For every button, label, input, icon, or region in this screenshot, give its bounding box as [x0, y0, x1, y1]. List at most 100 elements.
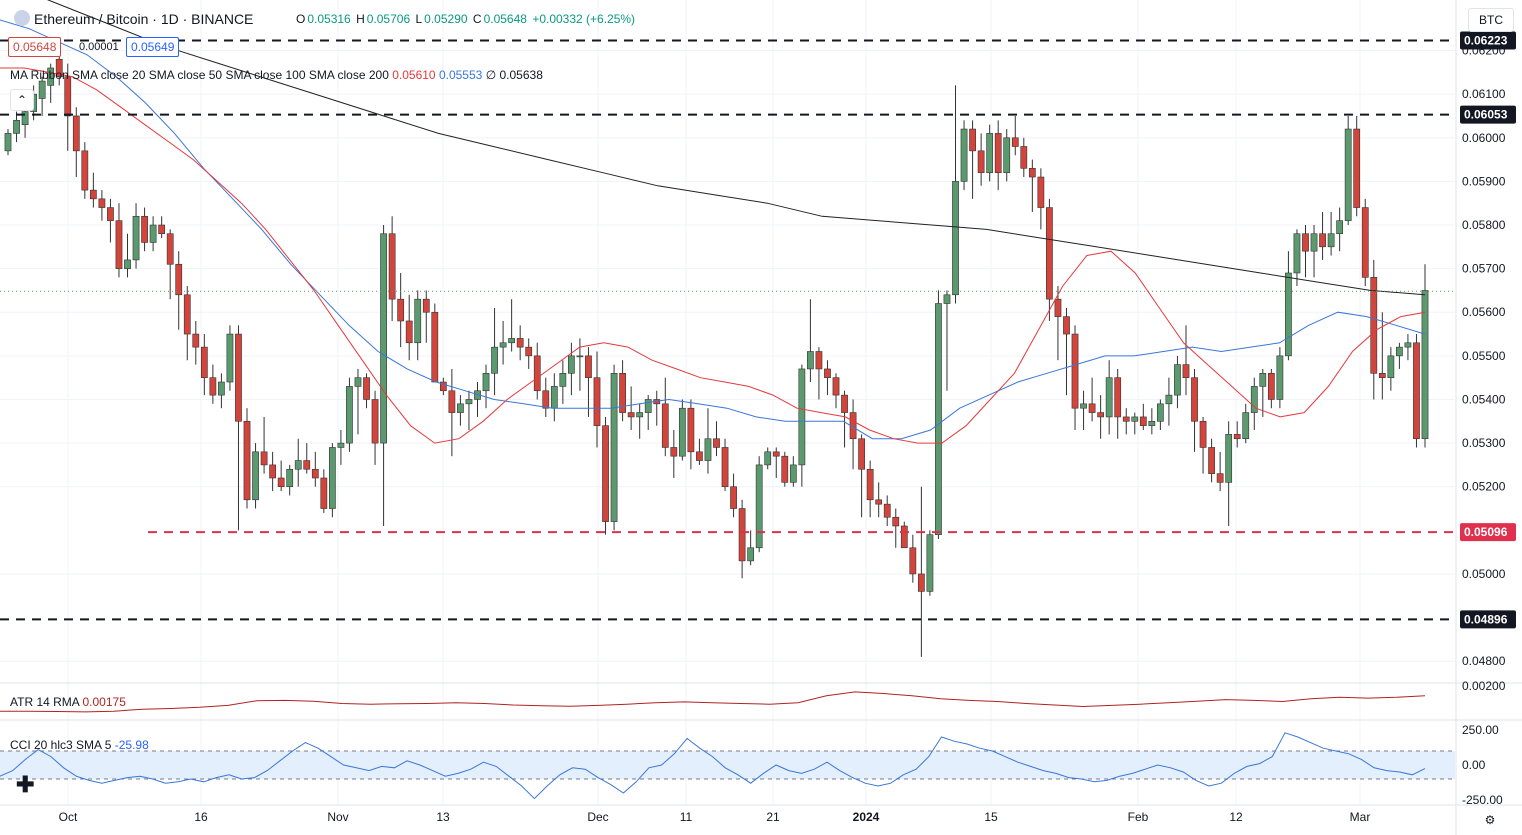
candle-down — [1353, 128, 1361, 208]
candle-down — [269, 464, 276, 479]
candle-up — [755, 464, 763, 549]
candle-down — [994, 133, 1002, 173]
price-tick-label: 0.04800 — [1462, 654, 1506, 668]
candle-down — [917, 573, 925, 592]
time-tick-label: 15 — [984, 810, 998, 824]
cci-legend[interactable]: CCI 20 hlc3 SMA 5 -25.98 — [10, 738, 149, 752]
candle-down — [235, 333, 242, 422]
candle-down — [422, 298, 430, 313]
candle-down — [1122, 416, 1130, 422]
candle-up — [380, 233, 387, 444]
candle-down — [730, 486, 737, 509]
candle-up — [252, 451, 259, 501]
candle-down — [1378, 373, 1386, 378]
candle-up — [465, 399, 473, 405]
candle-up — [644, 399, 652, 413]
collapse-legend-icon[interactable]: ⌃ — [10, 89, 34, 111]
candle-down — [687, 407, 695, 453]
candle-up — [1165, 394, 1173, 405]
candle-up — [1285, 272, 1292, 357]
candle-down — [405, 320, 413, 344]
candle-up — [1293, 233, 1301, 274]
candle-down — [1037, 176, 1045, 208]
open-value: 0.05316 — [307, 12, 351, 26]
close-label: C — [472, 12, 482, 26]
candle-down — [1028, 168, 1036, 178]
low-value: 0.05290 — [424, 12, 468, 26]
price-tick-label: 0.05200 — [1462, 480, 1506, 494]
time-tick-label: 13 — [436, 810, 450, 824]
candle-down — [661, 403, 669, 448]
candle-up — [789, 464, 797, 483]
atr-label: ATR 14 RMA — [10, 695, 80, 709]
ma50-value: 0.05553 — [438, 68, 483, 82]
price-tick-label: 0.05300 — [1462, 436, 1506, 450]
candle-down — [64, 76, 72, 117]
time-tick-label: Feb — [1128, 810, 1149, 824]
candle-down — [900, 525, 908, 549]
tradingview-logo[interactable]: ✚ — [16, 772, 35, 797]
candle-down — [1208, 447, 1215, 474]
candle-up — [132, 215, 140, 261]
atr-legend[interactable]: ATR 14 RMA 0.00175 — [10, 695, 126, 709]
ma200-value: 0.05638 — [499, 68, 543, 82]
level-tag-label: 0.06053 — [1464, 108, 1508, 122]
candle-up — [1148, 420, 1156, 426]
candle-down — [1054, 298, 1062, 317]
candle-down — [107, 207, 114, 221]
candle-up — [1327, 233, 1335, 248]
candle-down — [892, 516, 900, 527]
candle-up — [559, 373, 567, 387]
candle-down — [525, 346, 533, 357]
candle-up — [4, 133, 12, 152]
sell-price-box[interactable]: 0.05648 — [8, 37, 62, 57]
buy-price-box[interactable]: 0.05649 — [126, 37, 180, 57]
candle-down — [311, 468, 319, 479]
candle-down — [602, 425, 609, 522]
candle-down — [439, 381, 447, 392]
candle-up — [1396, 346, 1403, 357]
candle-down — [832, 377, 840, 396]
candle-up — [568, 355, 575, 374]
candle-down — [1302, 233, 1309, 252]
cci-label: CCI 20 hlc3 SMA 5 — [10, 738, 112, 752]
ethereum-icon — [14, 10, 30, 26]
candle-up — [704, 438, 712, 461]
candle-up — [1336, 220, 1344, 235]
time-tick-label: Nov — [327, 810, 348, 824]
candle-up — [1225, 434, 1233, 483]
candle-down — [969, 128, 976, 152]
candle-down — [1011, 137, 1019, 147]
candle-up — [576, 355, 584, 358]
candle-up — [807, 351, 814, 370]
symbol-title[interactable]: Ethereum / Bitcoin · 1D · BINANCE — [34, 11, 254, 27]
candle-down — [977, 150, 985, 173]
candle-up — [1310, 233, 1318, 252]
ma20-line — [0, 67, 1426, 444]
candle-down — [909, 547, 917, 575]
ma-ribbon-legend[interactable]: MA Ribbon SMA close 20 SMA close 50 SMA … — [10, 68, 543, 82]
candle-down — [738, 508, 746, 562]
candle-up — [329, 447, 336, 509]
ohlc-readout: O 0.05316 H 0.05706 L 0.05290 C 0.05648 +0.0… — [296, 12, 637, 26]
candle-down — [772, 451, 780, 457]
candle-down — [363, 377, 370, 400]
candle-down — [670, 447, 678, 457]
candle-down — [81, 150, 89, 191]
candle-down — [858, 438, 865, 470]
time-tick-label: Dec — [587, 810, 608, 824]
candle-down — [619, 373, 626, 413]
candle-up — [960, 128, 968, 182]
candle-up — [491, 346, 498, 374]
candle-up — [124, 259, 131, 269]
currency-selector[interactable]: BTC — [1468, 8, 1514, 32]
open-label: O — [296, 12, 306, 26]
settings-gear-icon[interactable]: ⚙ — [1485, 813, 1496, 827]
price-tick-label: 0.05900 — [1462, 174, 1506, 188]
price-tick-label: 0.05500 — [1462, 349, 1506, 363]
candle-up — [1404, 342, 1412, 348]
candle-down — [320, 477, 328, 509]
candle-down — [158, 224, 166, 235]
candle-up — [636, 412, 644, 418]
